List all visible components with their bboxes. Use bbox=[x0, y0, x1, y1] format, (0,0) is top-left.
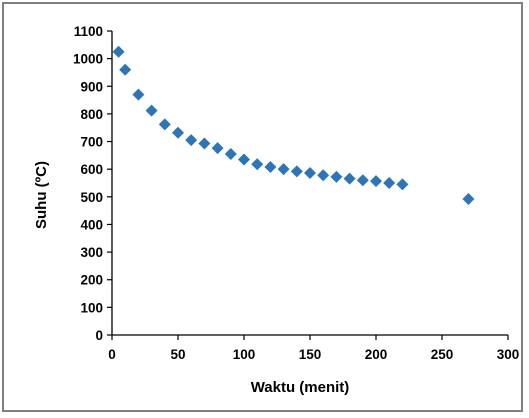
data-point bbox=[356, 174, 369, 187]
x-tick-label: 50 bbox=[170, 347, 185, 362]
data-points bbox=[112, 45, 475, 206]
data-point bbox=[396, 178, 409, 191]
data-point bbox=[264, 160, 277, 173]
data-point bbox=[198, 137, 211, 150]
data-point bbox=[317, 169, 330, 182]
x-tick-label: 0 bbox=[108, 347, 116, 362]
data-point bbox=[304, 167, 316, 180]
x-tick-label: 200 bbox=[365, 347, 388, 362]
y-tick-label: 400 bbox=[80, 217, 103, 232]
y-tick-label: 800 bbox=[80, 107, 103, 122]
data-point bbox=[290, 165, 303, 178]
x-tick-label: 250 bbox=[431, 347, 454, 362]
data-point bbox=[158, 118, 171, 131]
chart-frame bbox=[2, 2, 523, 412]
data-point bbox=[185, 134, 198, 147]
y-tick-label: 1100 bbox=[74, 24, 103, 39]
x-tick-label: 100 bbox=[233, 347, 256, 362]
data-point bbox=[145, 104, 158, 117]
y-tick-label: 500 bbox=[80, 190, 103, 205]
y-tick-label: 100 bbox=[80, 300, 103, 315]
data-point bbox=[132, 88, 145, 101]
x-tick-label: 300 bbox=[497, 347, 520, 362]
x-axis-title: Waktu (menit) bbox=[251, 379, 350, 396]
x-axis: 0 50 100 150 200 250 300 bbox=[108, 334, 520, 362]
x-tick-label: 150 bbox=[299, 347, 322, 362]
data-point bbox=[238, 153, 250, 166]
data-point bbox=[383, 177, 396, 189]
y-tick-label: 0 bbox=[95, 328, 103, 343]
data-point bbox=[119, 63, 132, 76]
data-point bbox=[112, 45, 125, 58]
data-point bbox=[370, 175, 382, 188]
y-axis-title: Suhu (ºC) bbox=[33, 161, 50, 229]
data-point bbox=[224, 147, 237, 160]
y-tick-label: 900 bbox=[80, 79, 103, 94]
data-point bbox=[172, 126, 184, 139]
data-point bbox=[251, 158, 264, 171]
data-point bbox=[462, 193, 475, 206]
y-tick-label: 700 bbox=[80, 135, 103, 150]
y-axis: 0 100 200 300 400 500 600 700 800 900 1000 1100 bbox=[73, 24, 113, 343]
y-tick-label: 300 bbox=[80, 245, 103, 260]
y-tick-label: 600 bbox=[80, 162, 103, 177]
data-point bbox=[211, 142, 224, 155]
data-point bbox=[330, 170, 343, 183]
y-tick-label: 200 bbox=[80, 273, 103, 288]
data-point bbox=[277, 163, 290, 176]
y-tick-label: 1000 bbox=[73, 52, 103, 67]
data-point bbox=[343, 172, 356, 185]
